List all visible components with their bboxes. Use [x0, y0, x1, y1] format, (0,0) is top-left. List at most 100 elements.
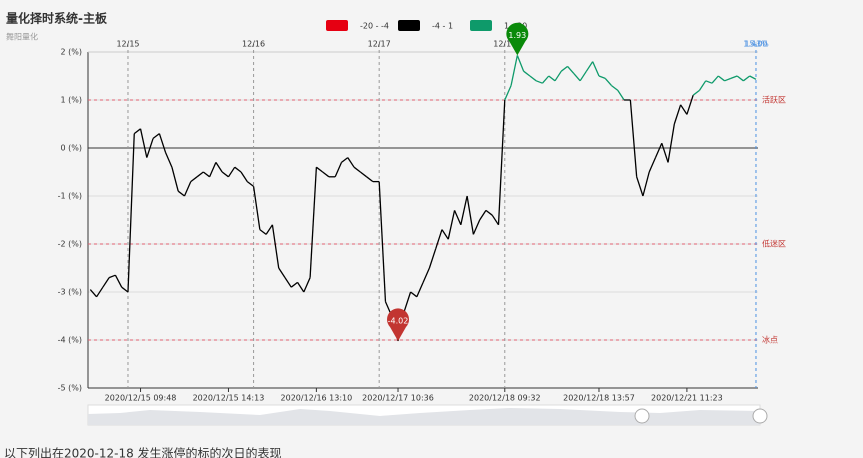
x-tick-label: 2020/12/15 14:13 [193, 394, 265, 403]
extreme-pin [506, 22, 529, 56]
line-segment [705, 80, 713, 84]
extreme-label: -4.02 [388, 316, 409, 325]
line-segment [152, 133, 160, 139]
line-segment [347, 157, 355, 168]
line-segment [133, 128, 141, 135]
line-segment [265, 224, 273, 235]
legend-label: -20 - -4 [360, 22, 389, 31]
chart-subtitle: 舞阳量化 [6, 32, 38, 42]
y-tick-label: 0 (%) [61, 144, 82, 153]
line-segment [516, 55, 525, 72]
mark-line-label: 低迷区 [762, 239, 786, 249]
line-segment [736, 75, 744, 82]
line-segment [598, 75, 606, 80]
line-segment [491, 214, 500, 226]
line-segment [711, 75, 719, 84]
line-segment [560, 65, 568, 72]
top-x-tick-label: 12/18 [493, 40, 516, 49]
line-segment [472, 219, 481, 235]
line-segment [108, 274, 116, 279]
line-segment [296, 282, 305, 293]
line-segment [290, 281, 298, 288]
line-segment [96, 286, 104, 298]
x-tick-label: 2020/12/18 13:57 [563, 394, 635, 403]
legend-swatch [398, 20, 420, 31]
top-x-tick-label: 12/17 [368, 40, 391, 49]
y-tick-label: -2 (%) [58, 240, 82, 249]
chart-title: 量化择时系统-主板 [6, 11, 108, 26]
line-segment [416, 282, 424, 298]
footer-text: 以下列出在2020-12-18 发生涨停的标的次日的表现 [4, 446, 282, 458]
x-tick-label: 2020/12/15 09:48 [105, 394, 177, 403]
line-segment [554, 70, 562, 82]
line-segment [698, 80, 707, 91]
line-segment [378, 181, 387, 302]
line-segment [114, 274, 123, 288]
line-segment [422, 267, 431, 283]
line-segment [673, 104, 682, 125]
line-segment [535, 80, 543, 84]
line-segment [366, 176, 374, 183]
y-tick-label: -1 (%) [58, 192, 82, 201]
line-segment [259, 229, 267, 235]
y-tick-label: -5 (%) [58, 384, 82, 393]
line-segment [453, 210, 462, 226]
line-segment [730, 75, 738, 80]
line-segment [309, 167, 318, 278]
line-segment [667, 123, 675, 163]
line-segment [749, 75, 757, 80]
line-segment [743, 75, 751, 82]
zoom-handle[interactable] [634, 408, 650, 424]
line-segment [146, 138, 154, 158]
line-segment [322, 171, 330, 178]
line-segment [447, 210, 456, 240]
line-segment [661, 142, 669, 163]
value-label: 1.43% [743, 40, 769, 49]
line-segment [585, 61, 594, 72]
line-segment [686, 94, 694, 115]
line-segment [485, 209, 493, 216]
line-segment [541, 75, 550, 84]
zoom-handle[interactable] [752, 408, 768, 424]
line-segment [724, 77, 732, 82]
mark-line-label: 冰点 [762, 335, 778, 345]
line-segment [127, 133, 135, 293]
line-segment [717, 75, 725, 82]
line-segment [89, 289, 98, 298]
line-segment [334, 162, 343, 178]
line-segment [177, 190, 185, 197]
line-segment [579, 70, 587, 82]
line-segment [121, 286, 129, 293]
line-segment [209, 162, 217, 178]
line-segment [504, 85, 512, 101]
line-segment [629, 99, 638, 177]
line-segment [441, 229, 449, 240]
line-segment [202, 171, 211, 178]
y-tick-label: 1 (%) [61, 96, 82, 105]
y-tick-label: -3 (%) [58, 288, 82, 297]
line-segment [460, 195, 468, 225]
line-segment [680, 104, 688, 115]
legend-swatch [470, 20, 492, 31]
line-segment [403, 291, 412, 312]
line-segment [158, 133, 167, 154]
line-segment [510, 55, 518, 86]
top-x-tick-label: 15:00 [744, 40, 767, 49]
line-segment [479, 210, 487, 221]
x-tick-label: 2020/12/18 09:32 [469, 394, 541, 403]
line-segment [592, 61, 600, 77]
line-segment [617, 90, 625, 101]
line-segment [611, 85, 619, 91]
line-segment [234, 166, 242, 173]
top-x-tick-label: 12/16 [242, 40, 265, 49]
line-segment [278, 267, 286, 278]
line-segment [165, 152, 173, 168]
line-segment [567, 65, 575, 75]
line-segment [252, 186, 261, 230]
line-segment [604, 77, 613, 87]
data-zoom[interactable] [87, 404, 768, 426]
line-segment [246, 181, 254, 187]
extreme-pin [387, 308, 410, 341]
line-segment [636, 176, 644, 197]
